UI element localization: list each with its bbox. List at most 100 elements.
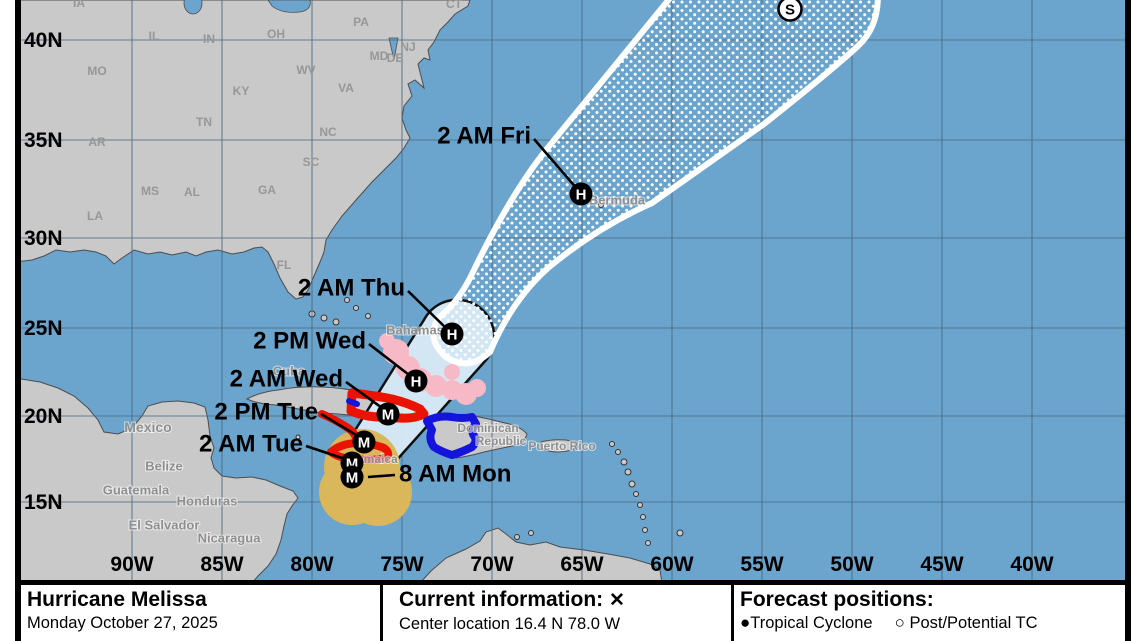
longitude-label: 80W: [290, 553, 333, 576]
longitude-label: 90W: [110, 553, 153, 576]
place-label: Republic: [476, 434, 527, 448]
state-label: VA: [338, 81, 354, 95]
forecast-time-label: 2 PM Wed: [253, 328, 366, 355]
state-label: MD: [370, 49, 389, 63]
place-label: Puerto Rico: [528, 439, 595, 453]
forecast-point-letter: M: [358, 435, 371, 452]
current-info-title: Current information: ✕: [399, 588, 625, 611]
tropical-cyclone-label: Tropical Cyclone: [750, 614, 873, 632]
state-label: AL: [184, 185, 200, 199]
forecast-positions-legend: ●Tropical Cyclone ○ Post/Potential TC: [740, 612, 1125, 634]
forecast-time-label: 2 AM Wed: [230, 366, 343, 393]
forecast-point-letter: H: [447, 327, 458, 344]
left-margin: [0, 0, 15, 641]
place-label: Cuba: [273, 364, 306, 379]
state-label: TN: [196, 115, 212, 129]
landmasses: [14, 0, 684, 584]
leader-line: [320, 412, 362, 440]
place-label: Guatemala: [103, 483, 170, 498]
storm-info-section: Hurricane Melissa Monday October 27, 202…: [21, 585, 380, 641]
lake-erie: [267, 0, 311, 13]
state-label: LA: [87, 209, 103, 223]
leader-line: [345, 380, 386, 412]
state-label: PA: [353, 15, 369, 29]
place-label: Mexico: [124, 419, 171, 435]
info-bar: Hurricane Melissa Monday October 27, 202…: [21, 585, 1125, 641]
state-label: SC: [303, 155, 320, 169]
longitude-label: 75W: [380, 553, 423, 576]
post-potential-tc-label: Post/Potential TC: [909, 614, 1038, 632]
right-margin: [1131, 0, 1140, 641]
forecast-point-M: [376, 402, 400, 426]
frame-left: [15, 0, 21, 641]
place-label: Nicaragua: [198, 531, 262, 546]
state-label: CT: [446, 0, 463, 11]
longitude-label: 50W: [830, 553, 873, 576]
forecast-positions-title: Forecast positions:: [740, 588, 934, 611]
leader-line: [368, 342, 414, 380]
forecast-point-letter: M: [382, 407, 395, 424]
forecast-point-letter: S: [785, 2, 795, 19]
storm-name: Hurricane Melissa: [27, 588, 207, 611]
place-labels: Mexico Belize Guatemala Honduras El Salvador…: [102, 192, 647, 547]
longitude-label: 55W: [740, 553, 783, 576]
state-label: OH: [267, 27, 285, 41]
longitude-label: 40W: [1010, 553, 1053, 576]
forecast-time-label: 2 AM Thu: [298, 275, 405, 302]
axis-labels: 90W 85W 80W 75W 70W 65W 60W 55W 50W 45W 40W 40N 35N 3…: [24, 29, 1054, 576]
state-label: MS: [141, 184, 159, 198]
track-labels: 2 AM Fri 2 AM Thu 2 PM Wed 2 AM Wed 2 PM Tue…: [199, 123, 531, 488]
place-label: Bahamas: [386, 323, 444, 338]
state-label: FL: [277, 258, 292, 272]
forecast-point-letter: H: [411, 374, 422, 391]
state-label: IA: [73, 0, 85, 10]
state-label: MO: [87, 64, 106, 78]
forecast-point-letter: H: [576, 187, 587, 204]
frame-map-bottom: [15, 580, 1131, 585]
longitude-label: 60W: [650, 553, 693, 576]
forecast-cone-stippled: [430, 0, 881, 367]
forecast-time-label: 2 AM Tue: [199, 431, 303, 458]
latitude-label: 15N: [24, 491, 63, 514]
state-label: IL: [149, 29, 160, 43]
forecast-point-M: [340, 465, 364, 489]
place-label: El Salvador: [129, 518, 200, 533]
advisory-date: Monday October 27, 2025: [27, 614, 218, 632]
puerto-rico-landmass: [540, 439, 578, 453]
current-position-x-icon: ✕: [609, 590, 625, 611]
current-info-section: Current information: ✕ Center location 1…: [380, 585, 731, 641]
chesapeake-bay: [388, 37, 399, 61]
longitude-label: 65W: [560, 553, 603, 576]
place-label: Bermuda: [589, 193, 646, 208]
leader-line: [407, 290, 449, 331]
lesser-antilles-islands: [295, 434, 684, 546]
forecast-time-label: 2 PM Tue: [214, 399, 318, 426]
longitude-label: 85W: [200, 553, 243, 576]
tropical-cyclone-dot-icon: ●: [740, 613, 751, 632]
state-label: AR: [88, 135, 106, 149]
state-label: IN: [203, 32, 215, 46]
latitude-label: 35N: [24, 129, 63, 152]
latitude-label: 30N: [24, 227, 63, 250]
leader-line: [533, 138, 579, 191]
mexico-central-america: [14, 377, 299, 584]
state-label: KY: [233, 84, 250, 98]
place-label: Honduras: [177, 494, 238, 509]
forecast-point-H: [569, 182, 593, 206]
frame-right: [1125, 0, 1131, 641]
forecast-point-H: [440, 322, 464, 346]
longitude-label: 70W: [470, 553, 513, 576]
forecast-time-label: 2 AM Fri: [437, 123, 531, 150]
state-label: GA: [258, 183, 276, 197]
forecast-point-H: [404, 369, 428, 393]
place-label: Belize: [145, 459, 183, 474]
latitude-label: 20N: [24, 405, 63, 428]
state-label: NJ: [400, 40, 415, 54]
tropical-storm-warning-areas: [346, 398, 480, 459]
latitude-label: 40N: [24, 29, 63, 52]
post-potential-tc-circle-icon: ○: [894, 613, 905, 632]
